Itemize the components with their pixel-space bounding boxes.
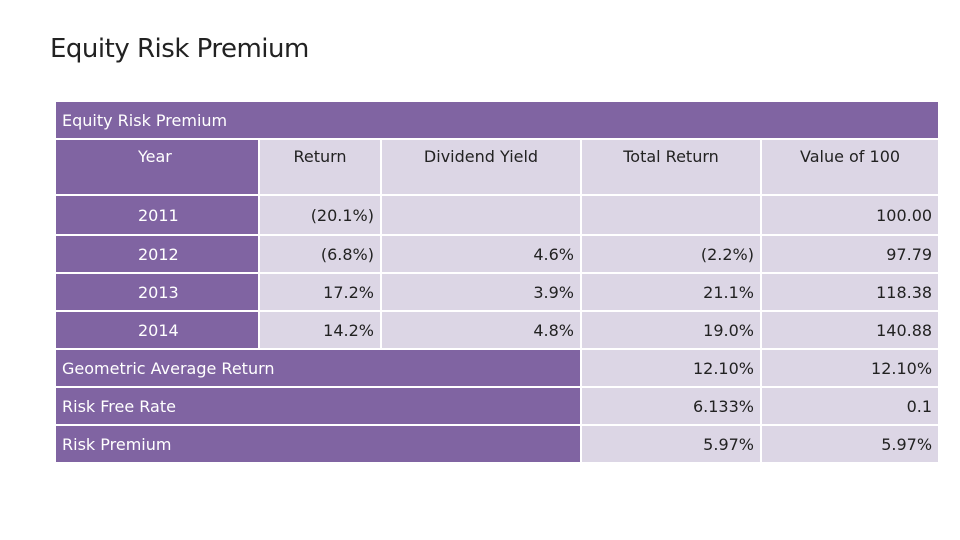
value-cell: 118.38 xyxy=(759,272,941,312)
table-banner: Equity Risk Premium xyxy=(53,100,941,140)
dividend-yield-cell: 3.9% xyxy=(380,272,582,312)
return-cell: (6.8%) xyxy=(258,234,382,274)
year-cell: 2013 xyxy=(54,272,260,312)
page-title: Equity Risk Premium xyxy=(50,34,309,64)
summary-value-cell: 12.10% xyxy=(759,348,941,388)
year-cell: 2012 xyxy=(54,234,260,274)
summary-label: Geometric Average Return xyxy=(54,348,582,388)
value-cell: 140.88 xyxy=(759,310,941,350)
summary-row: Risk Free Rate 6.133% 0.1 xyxy=(54,386,941,426)
table-row: 2013 17.2% 3.9% 21.1% 118.38 xyxy=(54,272,941,312)
value-cell: 100.00 xyxy=(759,194,941,236)
dividend-yield-cell: 4.8% xyxy=(380,310,582,350)
summary-row: Risk Premium 5.97% 5.97% xyxy=(54,424,941,464)
column-header-dividend-yield: Dividend Yield xyxy=(380,138,582,196)
summary-total-return-cell: 12.10% xyxy=(580,348,762,388)
summary-total-return-cell: 6.133% xyxy=(580,386,762,426)
total-return-cell xyxy=(580,194,762,236)
column-header-year: Year xyxy=(54,138,260,196)
return-cell: 17.2% xyxy=(258,272,382,312)
table-row: 2014 14.2% 4.8% 19.0% 140.88 xyxy=(54,310,941,350)
dividend-yield-cell xyxy=(380,194,582,236)
summary-value-cell: 0.1 xyxy=(759,386,941,426)
column-header-total-return: Total Return xyxy=(580,138,762,196)
summary-label: Risk Premium xyxy=(54,424,582,464)
return-cell: 14.2% xyxy=(258,310,382,350)
value-cell: 97.79 xyxy=(759,234,941,274)
equity-risk-premium-table: Equity Risk Premium Year Return Dividend… xyxy=(53,100,941,464)
column-header-return: Return xyxy=(258,138,382,196)
dividend-yield-cell: 4.6% xyxy=(380,234,582,274)
summary-value-cell: 5.97% xyxy=(759,424,941,464)
year-cell: 2014 xyxy=(54,310,260,350)
total-return-cell: (2.2%) xyxy=(580,234,762,274)
summary-row: Geometric Average Return 12.10% 12.10% xyxy=(54,348,941,388)
table-row: 2011 (20.1%) 100.00 xyxy=(54,194,941,236)
total-return-cell: 19.0% xyxy=(580,310,762,350)
summary-total-return-cell: 5.97% xyxy=(580,424,762,464)
summary-label: Risk Free Rate xyxy=(54,386,582,426)
year-cell: 2011 xyxy=(54,194,260,236)
total-return-cell: 21.1% xyxy=(580,272,762,312)
column-header-value-of-100: Value of 100 xyxy=(759,138,941,196)
return-cell: (20.1%) xyxy=(258,194,382,236)
table-row: 2012 (6.8%) 4.6% (2.2%) 97.79 xyxy=(54,234,941,274)
